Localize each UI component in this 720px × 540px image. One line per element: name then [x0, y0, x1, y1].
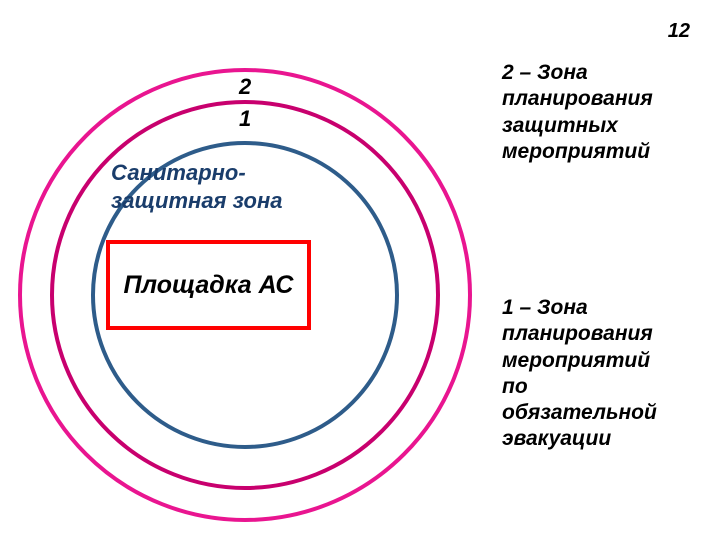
inner-circle-label: Санитарно- защитная зона: [111, 159, 283, 214]
outer-circle-label: 2: [239, 74, 251, 100]
page-number: 12: [668, 20, 690, 43]
legend-1: 1 – Зона планирования мероприятий по обя…: [502, 295, 657, 453]
legend-2: 2 – Зона планирования защитных мероприят…: [502, 60, 653, 165]
center-rect-label: Площадка АС: [124, 270, 294, 300]
middle-circle-label: 1: [239, 106, 251, 132]
center-rect: Площадка АС: [106, 240, 311, 330]
